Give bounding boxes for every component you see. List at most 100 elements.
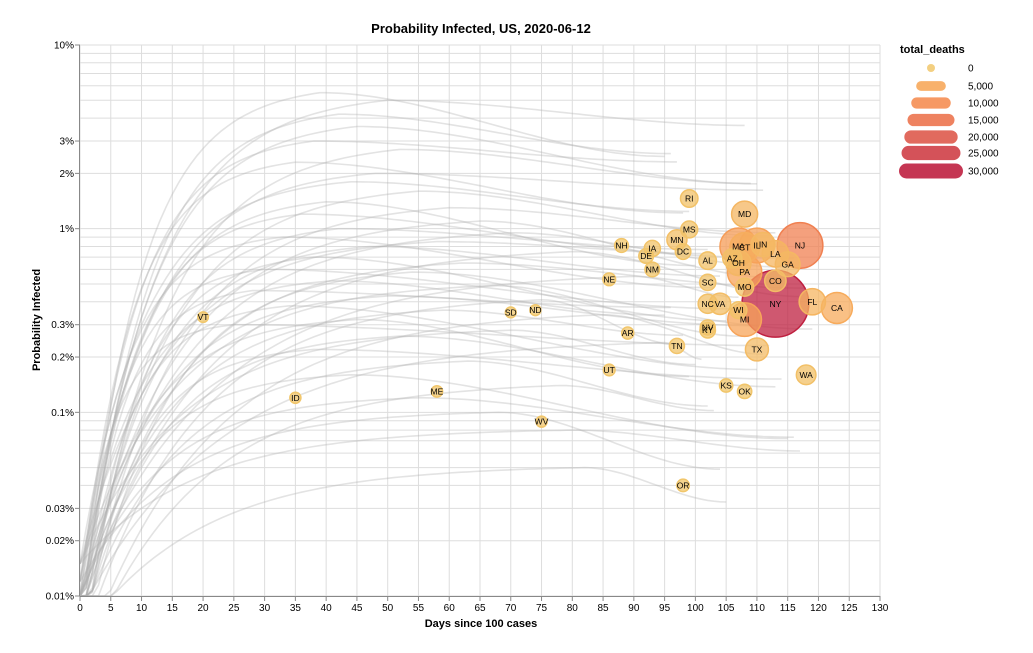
x-tick-label: 45 xyxy=(351,603,363,614)
state-label-va: VA xyxy=(715,299,726,309)
trajectory-curve xyxy=(79,140,677,597)
state-label-nv: NV xyxy=(702,322,714,332)
x-tick-label: 110 xyxy=(749,603,765,614)
state-label-il: IL xyxy=(753,240,760,250)
state-bubble-ri xyxy=(679,188,699,208)
state-label-sc: SC xyxy=(702,277,714,287)
state-bubble-mo xyxy=(734,277,755,297)
trajectory-curve xyxy=(80,206,776,597)
legend-symbol xyxy=(904,130,958,144)
state-bubble-vt xyxy=(197,311,210,324)
state-label-de: DE xyxy=(640,251,652,261)
x-tick-label: 95 xyxy=(659,603,671,614)
state-label-ok: OK xyxy=(738,386,751,396)
x-tick-label: 65 xyxy=(474,603,486,614)
legend-symbol xyxy=(927,64,935,72)
y-tick-label: 0.1% xyxy=(51,408,74,419)
state-label-la: LA xyxy=(770,249,781,259)
y-tick-label: 0.02% xyxy=(46,536,74,547)
x-tick-label: 5 xyxy=(108,603,114,614)
x-tick-label: 10 xyxy=(136,603,148,614)
x-tick-label: 0 xyxy=(77,603,83,614)
legend-symbol xyxy=(907,113,955,127)
x-tick-label: 15 xyxy=(167,603,179,614)
state-label-ky: KY xyxy=(702,325,714,335)
state-bubble-nd xyxy=(529,303,542,317)
legend-label: 25,000 xyxy=(968,149,999,160)
legend-label: 20,000 xyxy=(968,133,999,144)
state-label-al: AL xyxy=(702,256,713,266)
x-tick-label: 70 xyxy=(505,603,517,614)
trajectory-curve xyxy=(80,360,708,597)
state-bubble-wi xyxy=(729,300,748,320)
y-tick-label: 1% xyxy=(60,224,75,235)
trajectory-curve xyxy=(79,318,690,597)
state-bubble-wv xyxy=(535,415,548,428)
state-label-ma: MA xyxy=(732,241,745,251)
trajectory-curve xyxy=(79,91,665,597)
state-label-nd: ND xyxy=(529,305,541,315)
state-label-ut: UT xyxy=(604,365,615,375)
trajectory-curve xyxy=(79,240,794,564)
x-tick-label: 85 xyxy=(598,603,610,614)
state-bubble-al xyxy=(698,251,718,271)
state-label-or: OR xyxy=(677,480,690,490)
curves-layer xyxy=(79,91,813,597)
y-tick-label: 0.03% xyxy=(46,504,74,515)
state-label-in: IN xyxy=(759,239,768,249)
state-bubble-ut xyxy=(602,363,616,377)
x-tick-label: 125 xyxy=(841,603,858,614)
state-bubble-tx xyxy=(744,337,770,362)
state-label-id: ID xyxy=(291,393,300,403)
y-tick-label: 0.3% xyxy=(51,320,74,331)
state-label-ar: AR xyxy=(622,328,634,338)
state-bubble-nv xyxy=(699,319,716,336)
trajectory-curve xyxy=(79,232,788,597)
trajectory-curve xyxy=(79,295,751,597)
state-label-fl: FL xyxy=(807,297,817,307)
state-label-nc: NC xyxy=(702,299,714,309)
state-label-nj: NJ xyxy=(795,240,805,250)
state-label-mo: MO xyxy=(738,282,752,292)
legend-symbol xyxy=(901,145,961,161)
legend-symbol xyxy=(916,81,946,91)
legend-label: 5,000 xyxy=(968,82,993,93)
state-label-sd: SD xyxy=(505,307,517,317)
x-tick-label: 35 xyxy=(290,603,302,614)
trajectory-curve xyxy=(79,323,770,582)
trajectory-curve xyxy=(79,284,745,564)
trajectory-curve xyxy=(79,172,764,582)
state-bubble-fl xyxy=(798,287,827,316)
state-label-oh: OH xyxy=(732,258,745,268)
trajectory-curve xyxy=(80,466,727,597)
state-label-tx: TX xyxy=(751,344,762,354)
x-tick-label: 40 xyxy=(321,603,333,614)
trajectory-curve xyxy=(79,309,684,597)
state-bubble-ms xyxy=(680,220,699,239)
state-bubble-de xyxy=(638,247,655,265)
state-bubble-az xyxy=(722,247,743,269)
state-label-pa: PA xyxy=(739,267,750,277)
state-bubble-nh xyxy=(613,237,630,254)
state-label-dc: DC xyxy=(677,247,689,257)
trajectory-curve xyxy=(79,213,702,597)
state-label-mi: MI xyxy=(740,315,749,325)
trajectory-curve xyxy=(79,429,801,565)
x-tick-label: 115 xyxy=(780,603,796,614)
trajectory-curve xyxy=(79,397,794,597)
state-label-me: ME xyxy=(431,386,444,396)
state-label-az: AZ xyxy=(727,253,738,263)
state-label-ca: CA xyxy=(831,303,843,313)
state-bubble-sc xyxy=(698,273,717,292)
trajectory-curve xyxy=(80,227,708,597)
state-bubble-nm xyxy=(644,261,661,278)
state-bubble-ne xyxy=(602,272,617,287)
state-bubble-in xyxy=(750,231,776,258)
state-label-wa: WA xyxy=(799,370,813,380)
y-axis-title: Probability Infected xyxy=(31,269,43,371)
x-tick-label: 75 xyxy=(536,603,548,614)
trajectory-curve xyxy=(79,161,684,597)
state-label-ks: KS xyxy=(720,380,732,390)
